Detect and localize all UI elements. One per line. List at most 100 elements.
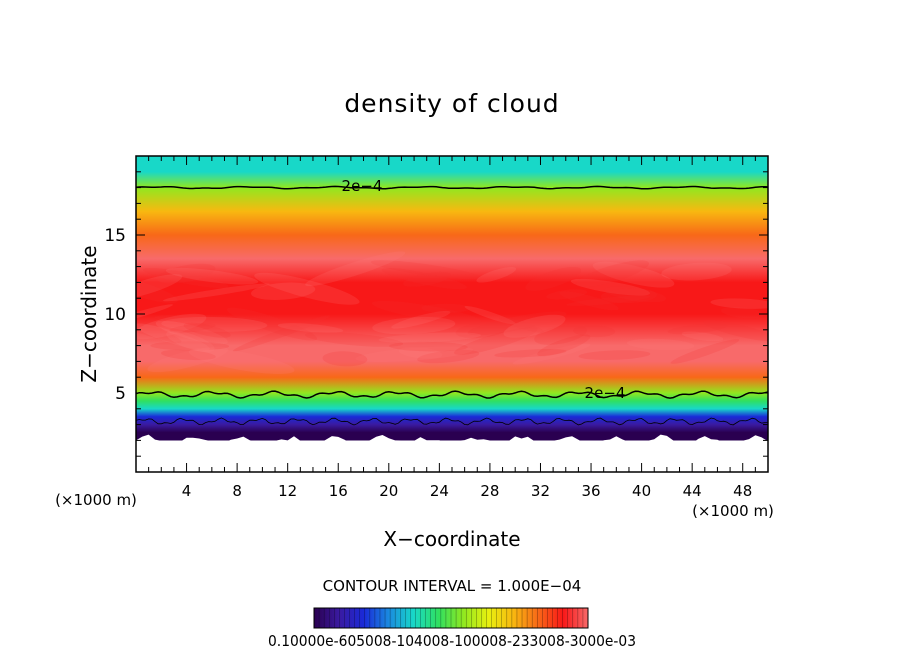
texture-streak [391, 310, 451, 329]
texture-streak [183, 322, 231, 338]
texture-streak [575, 260, 649, 288]
texture-streak [136, 274, 183, 300]
texture-streak [592, 261, 675, 288]
x-tick-label: 48 [733, 482, 752, 500]
texture-streak [626, 338, 695, 351]
colorbar-labels: 0.10000e-605008-104008-100008-233008-300… [268, 632, 636, 650]
texture-streak [503, 314, 566, 338]
y-axis-ticks: 5 10 15 [104, 171, 768, 457]
texture-streak [578, 350, 651, 360]
texture-streak [169, 323, 216, 333]
texture-streak [136, 311, 182, 343]
density-field [136, 156, 768, 472]
texture-streak [136, 323, 210, 351]
texture-streak [147, 346, 228, 373]
contour-line-lower [136, 390, 768, 399]
x-unit-label-left: (×1000 m) [55, 491, 137, 509]
x-unit-label-right: (×1000 m) [692, 502, 774, 520]
texture-streak [136, 313, 207, 340]
contour-label-bottom: 2e−4 [585, 384, 626, 402]
texture-streak [566, 295, 651, 306]
x-tick-label: 20 [379, 482, 398, 500]
texture-streak [467, 311, 567, 336]
texture-streak [512, 343, 591, 365]
texture-streak [499, 317, 545, 333]
y-axis-label: Z−coordinate [77, 245, 101, 382]
texture-streak [355, 346, 473, 362]
texture-streak [476, 267, 517, 283]
texture-streak [710, 298, 768, 309]
texture-streak [163, 283, 270, 302]
texture-streak [464, 305, 516, 325]
texture-streak [667, 323, 728, 335]
texture-streak [371, 300, 482, 325]
texture-streak [703, 320, 768, 342]
texture-streak [378, 332, 482, 343]
texture-streak [166, 330, 215, 353]
texture-streak [494, 348, 567, 358]
x-tick-label: 24 [430, 482, 449, 500]
x-tick-label: 8 [232, 482, 242, 500]
texture-streak [370, 260, 481, 280]
x-tick-label: 44 [683, 482, 702, 500]
texture-streak [670, 339, 740, 364]
texture-streak [233, 315, 331, 352]
texture-streak [157, 263, 216, 284]
texture-streak [721, 306, 764, 319]
texture-streak [421, 303, 471, 313]
texture-streak [154, 314, 271, 324]
texture-streak [398, 346, 443, 359]
texture-streak [455, 322, 508, 339]
texture-streak [604, 286, 667, 303]
x-tick-label: 32 [531, 482, 550, 500]
texture-streak [600, 288, 658, 304]
texture-streak [322, 351, 368, 367]
texture-streak [165, 267, 259, 285]
texture-streak [226, 307, 318, 341]
texture-streak [537, 334, 591, 357]
texture-streak [389, 341, 468, 352]
field-texture [136, 251, 768, 447]
texture-streak [372, 316, 456, 335]
texture-streak [136, 276, 178, 304]
texture-streak [525, 266, 582, 291]
field-lower-edge [136, 434, 768, 447]
x-tick-label: 28 [480, 482, 499, 500]
texture-streak [559, 291, 619, 311]
chart-title: density of cloud [344, 89, 559, 118]
texture-streak [417, 349, 480, 364]
texture-streak [454, 327, 538, 355]
texture-streak [572, 325, 616, 338]
contour-line-thin [136, 417, 768, 426]
plot-area [136, 156, 768, 472]
texture-streak [251, 282, 316, 300]
x-tick-label: 16 [329, 482, 348, 500]
texture-streak [160, 349, 216, 361]
texture-streak [681, 331, 724, 342]
texture-streak [142, 268, 229, 289]
texture-streak [570, 278, 651, 296]
x-tick-label: 4 [182, 482, 192, 500]
texture-streak [161, 316, 268, 332]
texture-streak [546, 289, 588, 300]
texture-streak [305, 251, 406, 287]
x-tick-label: 12 [278, 482, 297, 500]
x-tick-label: 40 [632, 482, 651, 500]
texture-streak [661, 262, 732, 281]
texture-streak [155, 320, 228, 345]
texture-streak [304, 332, 404, 347]
texture-streak [188, 348, 295, 374]
contour-interval-text: CONTOUR INTERVAL = 1.000E−04 [323, 577, 582, 595]
contour-lines [136, 185, 768, 426]
texture-streak [150, 341, 230, 351]
y-tick-label: 15 [104, 226, 126, 246]
texture-streak [534, 324, 588, 345]
texture-streak [403, 271, 451, 287]
texture-streak [277, 323, 344, 333]
x-axis-label: X−coordinate [383, 527, 520, 551]
texture-streak [381, 268, 467, 290]
x-tick-label: 36 [581, 482, 600, 500]
contour-label-top: 2e−4 [342, 177, 383, 195]
x-axis-ticks: 4 8 12 16 20 24 28 32 36 40 44 48 [148, 156, 756, 500]
